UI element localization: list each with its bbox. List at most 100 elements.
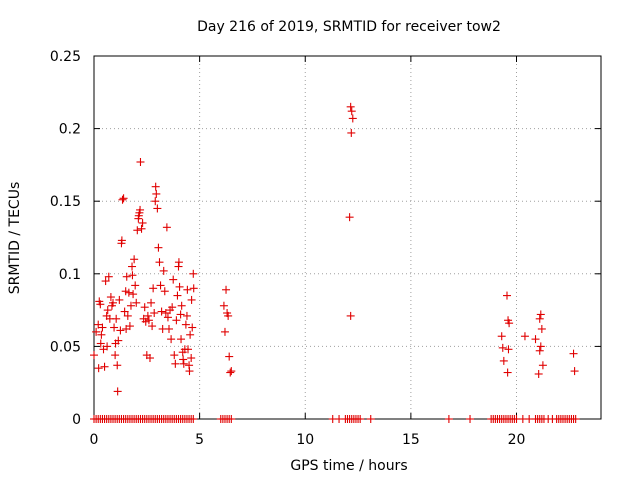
- data-point: [347, 107, 356, 116]
- data-point: [131, 281, 140, 290]
- axis-ticks: 0 0.05 0.1 0.15 0.2 0.25 0 5 10 15 20: [50, 49, 601, 448]
- x-tick-label: 5: [195, 432, 204, 448]
- data-point: [162, 223, 171, 232]
- data-point: [348, 114, 357, 123]
- data-point: [94, 364, 103, 373]
- data-point: [122, 272, 131, 281]
- data-point: [113, 361, 122, 370]
- data-point: [149, 284, 158, 293]
- data-point: [189, 415, 198, 423]
- data-point: [177, 335, 186, 344]
- data-point: [503, 368, 512, 377]
- data-point: [538, 361, 547, 370]
- data-point: [140, 303, 149, 312]
- y-tick-label: 0.05: [50, 339, 81, 355]
- data-point: [227, 367, 236, 376]
- data-point: [179, 359, 188, 368]
- data-point: [143, 311, 152, 320]
- data-point: [130, 255, 139, 264]
- data-point: [144, 316, 153, 325]
- data-point: [531, 335, 540, 344]
- data-point: [137, 224, 146, 233]
- data-point: [118, 195, 127, 204]
- x-tick-label: 20: [508, 432, 526, 448]
- data-point: [187, 354, 196, 363]
- data-point: [129, 290, 138, 299]
- data-point: [123, 311, 132, 320]
- data-point: [346, 311, 355, 320]
- data-point: [184, 345, 193, 354]
- data-point: [174, 258, 183, 267]
- data-point: [534, 369, 543, 378]
- data-point: [136, 205, 145, 214]
- data-point: [111, 351, 120, 360]
- data-point: [136, 157, 145, 166]
- data-point: [90, 351, 98, 360]
- data-point: [132, 298, 141, 307]
- data-point: [98, 323, 107, 332]
- data-point: [571, 415, 580, 423]
- data-point: [161, 309, 170, 318]
- data-point: [128, 271, 137, 280]
- data-point: [155, 258, 164, 267]
- data-point: [535, 346, 544, 355]
- data-point: [101, 277, 110, 286]
- data-point: [112, 314, 121, 323]
- data-point: [183, 285, 192, 294]
- data-point: [164, 324, 173, 333]
- data-point: [145, 354, 154, 363]
- data-point: [569, 349, 578, 358]
- data-point: [345, 213, 354, 222]
- data-point: [222, 285, 231, 294]
- data-point: [188, 323, 197, 332]
- data-point: [444, 415, 453, 423]
- data-point: [497, 332, 506, 341]
- x-axis-label: GPS time / hours: [290, 458, 407, 474]
- data-point: [498, 343, 507, 352]
- data-point: [366, 415, 375, 423]
- data-point: [502, 291, 511, 300]
- data-point: [173, 291, 182, 300]
- data-point: [347, 128, 356, 137]
- data-point: [128, 262, 137, 271]
- data-point: [504, 345, 513, 354]
- data-point: [116, 326, 125, 335]
- data-point: [537, 324, 546, 333]
- data-point: [124, 288, 133, 297]
- data-point: [170, 351, 179, 360]
- data-point: [219, 301, 228, 310]
- y-tick-label: 0.25: [50, 49, 81, 65]
- data-point: [169, 275, 178, 284]
- data-point: [152, 189, 161, 198]
- chart-title: Day 216 of 2019, SRMTID for receiver tow…: [197, 19, 501, 35]
- data-point: [94, 320, 103, 329]
- grid-lines: [94, 56, 601, 419]
- data-point: [106, 293, 115, 302]
- data-point: [535, 314, 544, 323]
- data-point: [126, 301, 135, 310]
- data-point: [96, 300, 105, 309]
- data-point: [110, 323, 119, 332]
- data-point: [536, 342, 545, 351]
- data-point: [120, 307, 129, 316]
- data-point: [189, 284, 198, 293]
- data-point: [115, 295, 124, 304]
- data-point: [104, 272, 113, 281]
- data-point: [138, 218, 147, 227]
- data-point: [119, 194, 128, 203]
- data-point: [133, 226, 142, 235]
- data-point: [220, 327, 229, 336]
- data-point: [150, 309, 159, 318]
- data-point: [224, 311, 233, 320]
- data-point: [179, 355, 188, 364]
- data-point: [117, 236, 126, 245]
- data-point: [499, 356, 508, 365]
- data-point: [186, 330, 195, 339]
- data-point: [103, 306, 112, 315]
- data-point: [466, 415, 475, 423]
- y-axis-label: SRMTID / TECUs: [7, 182, 23, 295]
- data-point: [189, 269, 198, 278]
- y-tick-label: 0: [72, 412, 81, 428]
- x-tick-label: 10: [296, 432, 314, 448]
- data-point: [100, 362, 109, 371]
